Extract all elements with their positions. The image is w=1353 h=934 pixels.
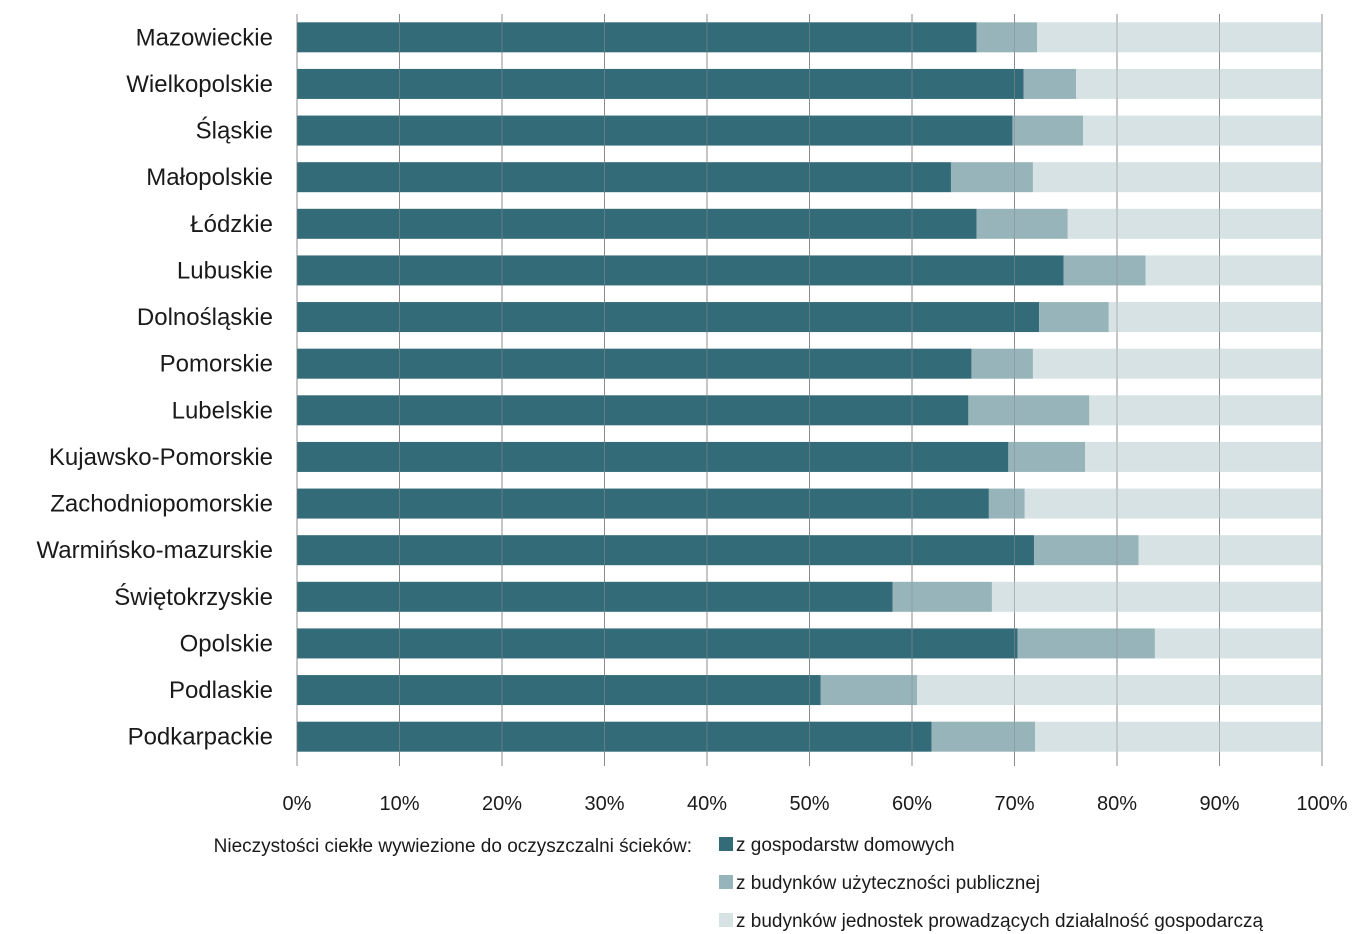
bar-segment (991, 581, 1322, 612)
bar-segment (1089, 395, 1322, 426)
bar-segment (976, 208, 1068, 239)
bar-segment (971, 348, 1033, 379)
x-tick-label: 100% (1296, 793, 1347, 815)
bar-segment (1032, 162, 1322, 193)
bar-segment (297, 628, 1018, 659)
bar-segment (968, 395, 1090, 426)
category-label: Świętokrzyskie (114, 583, 273, 611)
x-tick-label: 90% (1199, 793, 1239, 815)
legend-swatch (719, 875, 733, 889)
category-label: Zachodniopomorskie (50, 491, 273, 518)
bar-segment (820, 675, 918, 706)
bar-segment (976, 22, 1038, 53)
bar-segment (1023, 68, 1076, 99)
bar-segment (1085, 441, 1322, 472)
x-axis-tick-labels: 0% 10% 20% 30% 40% 50% 60% 70% 80% 90% 100% (283, 793, 1348, 815)
bar-segment (931, 721, 1035, 752)
legend-item-label: z budynków jednostek prowadzących działa… (736, 911, 1263, 932)
category-labels: Mazowieckie Wielkopolskie Śląskie Małopolsk… (37, 24, 273, 750)
bar-segment (1145, 255, 1322, 286)
category-label: Kujawsko-Pomorskie (49, 444, 273, 471)
category-label: Śląskie (196, 117, 273, 145)
bar-segment (1017, 628, 1155, 659)
gridlines-overlay (296, 14, 1323, 766)
category-label: Podkarpackie (128, 724, 273, 751)
category-label: Mazowieckie (136, 24, 273, 51)
bar-segment (1035, 721, 1322, 752)
bar-segment (988, 488, 1025, 519)
bar-segment (1032, 348, 1322, 379)
bar-segment (297, 581, 893, 612)
bar-segment (1154, 628, 1322, 659)
bar-segment (1012, 115, 1084, 146)
bar-segment (1067, 208, 1322, 239)
bar-segment (917, 675, 1322, 706)
bar-segment (297, 721, 932, 752)
bar-segment (297, 68, 1024, 99)
category-label: Opolskie (180, 630, 273, 657)
legend-swatch (719, 913, 733, 927)
x-tick-label: 70% (994, 793, 1034, 815)
x-tick-label: 60% (892, 793, 932, 815)
category-label: Dolnośląskie (137, 304, 273, 331)
bar-segment (1024, 488, 1322, 519)
bar-segment (297, 348, 972, 379)
legend-title: Nieczystości ciekłe wywiezione do oczysz… (214, 836, 692, 857)
category-label: Łódzkie (190, 211, 273, 238)
bar-segment (297, 488, 989, 519)
category-label: Pomorskie (160, 351, 273, 378)
bar-segment (892, 581, 992, 612)
bar-segment (1138, 535, 1322, 566)
x-tick-label: 50% (789, 793, 829, 815)
bar-segment (297, 162, 951, 193)
bar-segment (1039, 302, 1109, 333)
x-tick-label: 10% (379, 793, 419, 815)
bar-segment (950, 162, 1033, 193)
bar-segment (297, 22, 977, 53)
x-tick-label: 40% (687, 793, 727, 815)
category-label: Lubelskie (172, 397, 273, 424)
bar-segment (1108, 302, 1322, 333)
bar-segment (1037, 22, 1322, 53)
bar-segment (1063, 255, 1146, 286)
bar-segment (1008, 441, 1086, 472)
x-tick-label: 0% (283, 793, 312, 815)
bar-segment (297, 208, 977, 239)
bars-group (297, 22, 1322, 752)
category-label: Lubuskie (177, 257, 273, 284)
bar-segment (297, 255, 1064, 286)
x-tick-label: 20% (482, 793, 522, 815)
x-tick-label: 30% (584, 793, 624, 815)
legend: Nieczystości ciekłe wywiezione do oczysz… (214, 835, 1264, 932)
bar-segment (297, 115, 1013, 146)
bar-segment (297, 441, 1009, 472)
legend-item-label: z gospodarstw domowych (736, 835, 955, 856)
category-label: Wielkopolskie (126, 71, 273, 98)
category-label: Podlaskie (169, 677, 273, 704)
legend-item-label: z budynków użyteczności publicznej (736, 873, 1040, 894)
category-label: Małopolskie (146, 164, 273, 191)
bar-segment (297, 395, 969, 426)
bar-segment (297, 535, 1034, 566)
x-tick-label: 80% (1097, 793, 1137, 815)
category-label: Warmińsko-mazurskie (37, 537, 273, 564)
bar-segment (1033, 535, 1139, 566)
bar-segment (297, 675, 821, 706)
bar-segment (1076, 68, 1322, 99)
legend-swatch (719, 837, 733, 851)
bar-segment (297, 302, 1040, 333)
bar-segment (1083, 115, 1322, 146)
